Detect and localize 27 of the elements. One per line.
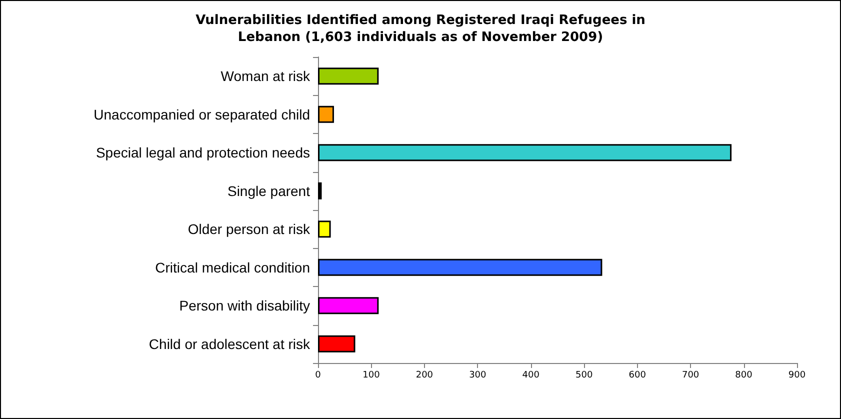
bar xyxy=(318,182,322,200)
bar xyxy=(318,258,602,276)
x-tick-label: 200 xyxy=(416,370,434,380)
chart-title: Vulnerabilities Identified among Registered Iraqi Refugees in Lebanon (1,603 individuals as of November 2009) xyxy=(196,13,646,45)
bar xyxy=(318,68,379,85)
bar xyxy=(318,144,732,162)
x-tick-label: 700 xyxy=(682,370,700,380)
bar xyxy=(318,220,331,238)
y-tick-label: Woman at risk xyxy=(220,68,311,84)
y-tick-label: Special legal and protection needs xyxy=(96,144,310,161)
x-tick-label: 400 xyxy=(522,370,540,380)
bar xyxy=(318,335,356,352)
x-tick-label: 800 xyxy=(735,370,753,380)
y-tick-label: Single parent xyxy=(227,182,310,199)
x-tick-label: 600 xyxy=(628,370,646,380)
bar xyxy=(318,297,379,314)
x-tick-label: 500 xyxy=(576,370,593,380)
y-tick-label: Critical medical condition xyxy=(155,259,310,276)
x-tick-label: 100 xyxy=(362,370,380,380)
x-tick-label: 900 xyxy=(788,370,806,380)
y-tick-label: Child or adolescent at risk xyxy=(148,336,311,352)
y-tick-label: Person with disability xyxy=(179,298,310,314)
bar xyxy=(318,106,334,123)
x-tick-label: 0 xyxy=(315,370,322,380)
x-tick-label: 300 xyxy=(469,370,487,380)
y-tick-label: Unaccompanied or separated child xyxy=(94,106,310,122)
y-tick-label: Older person at risk xyxy=(188,221,311,238)
